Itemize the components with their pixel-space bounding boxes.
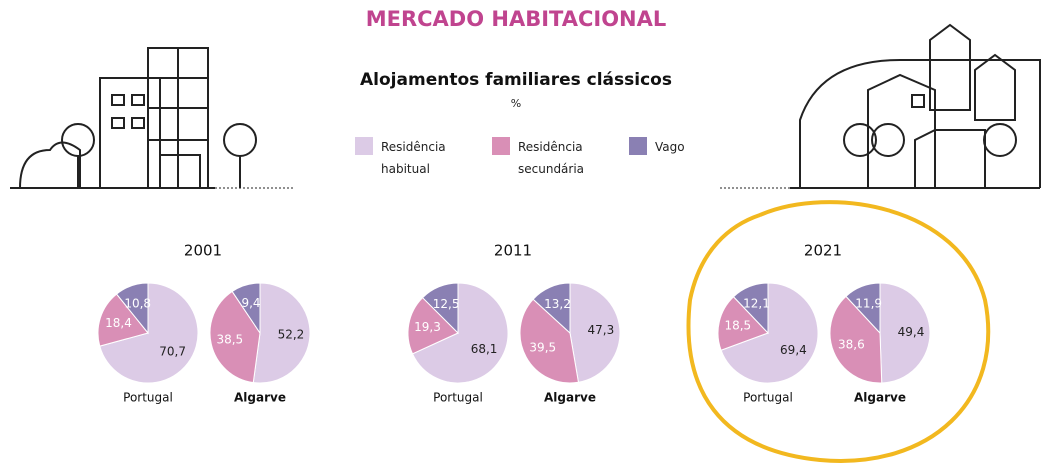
region-label: Portugal bbox=[123, 391, 173, 405]
value-label: 12,1 bbox=[743, 297, 770, 311]
value-label: 18,5 bbox=[724, 318, 751, 332]
year-label: 2021 bbox=[804, 242, 842, 260]
legend-label: Residência habitual bbox=[381, 136, 451, 180]
page: MERCADO HABITACIONAL Alojamentos familia… bbox=[0, 0, 1048, 474]
buildings-left bbox=[10, 48, 295, 188]
region-label: Algarve bbox=[544, 391, 596, 405]
charts: 2001 70,7 18,4 10,8 Portugal 52,2 38,5 9,4 Algar… bbox=[98, 242, 930, 405]
value-label: 70,7 bbox=[159, 344, 186, 358]
title: MERCADO HABITACIONAL bbox=[366, 7, 667, 31]
region-label: Portugal bbox=[433, 391, 483, 405]
legend-item: Vago bbox=[655, 136, 755, 180]
legend-item: Residência secundária bbox=[518, 136, 618, 180]
legend-swatch bbox=[355, 137, 373, 155]
infographic: MERCADO HABITACIONAL Alojamentos familia… bbox=[0, 0, 1048, 474]
value-label: 38,6 bbox=[838, 337, 865, 351]
region-label: Portugal bbox=[743, 391, 793, 405]
year-label: 2001 bbox=[184, 242, 222, 260]
value-label: 12,5 bbox=[433, 297, 460, 311]
year-label: 2011 bbox=[494, 242, 532, 260]
value-label: 47,3 bbox=[588, 323, 615, 337]
subtitle: Alojamentos familiares clássicos bbox=[360, 70, 672, 90]
unit: % bbox=[511, 97, 521, 110]
value-label: 13,2 bbox=[544, 297, 571, 311]
legend-item: Residência habitual bbox=[381, 136, 481, 180]
value-label: 19,3 bbox=[414, 320, 441, 334]
region-label: Algarve bbox=[234, 391, 286, 405]
legend-label: Residência secundária bbox=[518, 136, 588, 180]
region-label: Algarve bbox=[854, 391, 906, 405]
legend-swatch bbox=[629, 137, 647, 155]
value-label: 10,8 bbox=[124, 296, 151, 310]
buildings-right bbox=[720, 25, 1040, 188]
legend-label: Vago bbox=[655, 136, 715, 158]
legend: Residência habitual Residência secundária… bbox=[355, 136, 755, 180]
legend-swatch bbox=[492, 137, 510, 155]
value-label: 69,4 bbox=[780, 343, 807, 357]
value-label: 68,1 bbox=[471, 342, 498, 356]
value-label: 52,2 bbox=[278, 328, 305, 342]
value-label: 18,4 bbox=[105, 316, 132, 330]
value-label: 9,4 bbox=[241, 296, 260, 310]
value-label: 39,5 bbox=[529, 340, 556, 354]
value-label: 49,4 bbox=[898, 325, 925, 339]
value-label: 11,9 bbox=[855, 297, 882, 311]
value-label: 38,5 bbox=[216, 332, 243, 346]
